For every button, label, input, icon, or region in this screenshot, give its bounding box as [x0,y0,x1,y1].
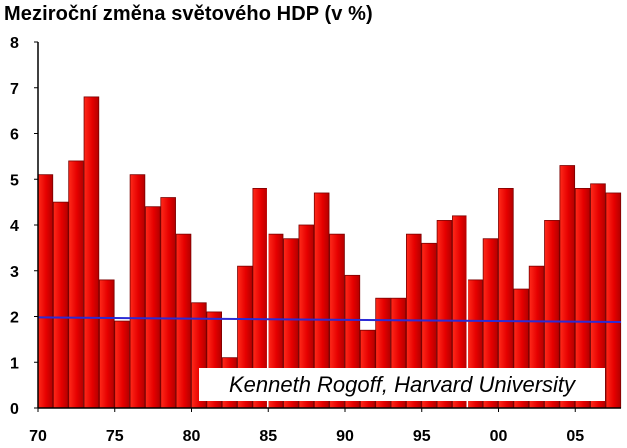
bar-1973 [83,96,100,409]
y-tick-label-0: 0 [10,401,19,418]
y-tick-label-3: 3 [10,264,19,281]
x-tick-label-85: 85 [259,428,277,445]
reference-line [37,316,622,323]
y-tick-label-6: 6 [10,127,19,144]
x-tick-label-95: 95 [413,428,431,445]
y-tick-label-5: 5 [10,172,19,189]
y-tick-label-1: 1 [10,355,19,372]
bar-2007 [605,192,622,409]
y-tick-label-7: 7 [10,81,19,98]
x-tick-label-80: 80 [183,428,201,445]
x-tick-label-75: 75 [106,428,124,445]
bar-1977 [145,206,161,409]
bar-1976 [129,174,146,409]
bar-1978 [160,197,176,409]
bar-1975 [114,320,130,409]
x-tick-label-70: 70 [29,428,47,445]
chart-title: Meziroční změna světového HDP (v %) [4,3,373,25]
bar-1972 [68,160,84,409]
bar-1974 [99,279,115,409]
x-tick-label-05: 05 [566,428,584,445]
x-tick-label-00: 00 [490,428,508,445]
bar-1970 [37,174,54,409]
bar-1971 [52,201,69,409]
credit-text: Kenneth Rogoff, Harvard University [228,371,576,397]
x-tick-label-90: 90 [336,428,354,445]
y-tick-label-4: 4 [10,218,19,235]
credit-box: Kenneth Rogoff, Harvard University [199,368,605,401]
bar-1979 [175,233,192,409]
y-tick-label-8: 8 [10,35,19,52]
y-tick-label-2: 2 [10,310,19,327]
